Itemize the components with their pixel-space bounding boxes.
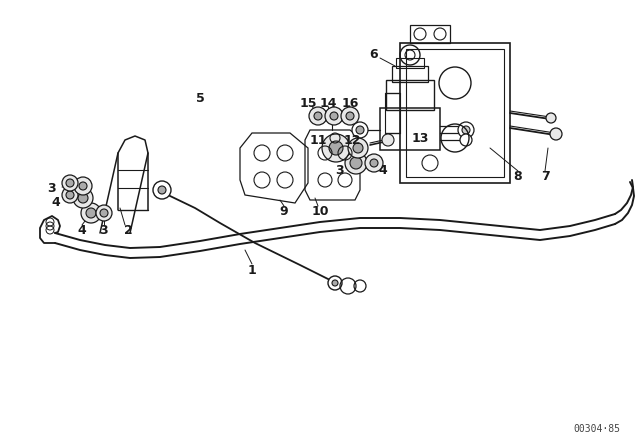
Text: 2: 2 (124, 224, 132, 237)
Text: 00304·85: 00304·85 (573, 424, 620, 434)
Circle shape (62, 187, 78, 203)
Text: 13: 13 (412, 132, 429, 145)
Circle shape (62, 175, 78, 191)
Text: 9: 9 (280, 204, 288, 217)
Circle shape (382, 134, 394, 146)
Circle shape (350, 157, 362, 169)
Text: 4: 4 (379, 164, 387, 177)
Text: 4: 4 (52, 195, 60, 208)
Text: 11: 11 (309, 134, 327, 146)
Bar (386, 80, 434, 110)
Circle shape (74, 177, 92, 195)
Circle shape (330, 112, 338, 120)
Text: 5: 5 (196, 91, 204, 104)
Bar (392, 66, 428, 82)
Circle shape (158, 186, 166, 194)
Circle shape (329, 141, 343, 155)
Circle shape (78, 193, 88, 203)
Circle shape (346, 112, 354, 120)
Bar (400, 43, 510, 183)
Circle shape (546, 113, 556, 123)
Text: 8: 8 (514, 169, 522, 182)
Text: 15: 15 (300, 96, 317, 109)
Text: 3: 3 (336, 164, 344, 177)
Circle shape (353, 143, 363, 153)
Bar (380, 108, 440, 150)
Circle shape (66, 179, 74, 187)
Circle shape (322, 134, 350, 162)
Circle shape (365, 154, 383, 172)
Circle shape (370, 159, 378, 167)
Text: 3: 3 (100, 224, 108, 237)
Circle shape (341, 107, 359, 125)
Circle shape (79, 182, 87, 190)
Circle shape (100, 209, 108, 217)
Circle shape (348, 138, 368, 158)
Text: 14: 14 (319, 96, 337, 109)
Circle shape (550, 128, 562, 140)
Circle shape (328, 276, 342, 290)
Circle shape (73, 188, 93, 208)
Circle shape (153, 181, 171, 199)
Text: 12: 12 (343, 134, 361, 146)
Circle shape (86, 208, 96, 218)
Circle shape (356, 126, 364, 134)
Text: 3: 3 (48, 181, 56, 194)
Circle shape (332, 280, 338, 286)
Text: 4: 4 (77, 224, 86, 237)
Circle shape (345, 152, 367, 174)
Bar (385, 93, 400, 133)
Circle shape (314, 112, 322, 120)
Circle shape (309, 107, 327, 125)
Text: 7: 7 (541, 169, 549, 182)
Bar (406, 49, 504, 177)
Circle shape (462, 126, 470, 134)
Circle shape (81, 203, 101, 223)
Circle shape (460, 134, 472, 146)
Text: 1: 1 (248, 263, 257, 276)
Text: 6: 6 (370, 47, 378, 60)
Bar (396, 58, 424, 68)
Circle shape (458, 122, 474, 138)
Bar (410, 25, 450, 43)
Text: 10: 10 (311, 204, 329, 217)
Circle shape (96, 205, 112, 221)
Circle shape (325, 107, 343, 125)
Circle shape (66, 191, 74, 199)
Text: 16: 16 (341, 96, 358, 109)
Circle shape (352, 122, 368, 138)
